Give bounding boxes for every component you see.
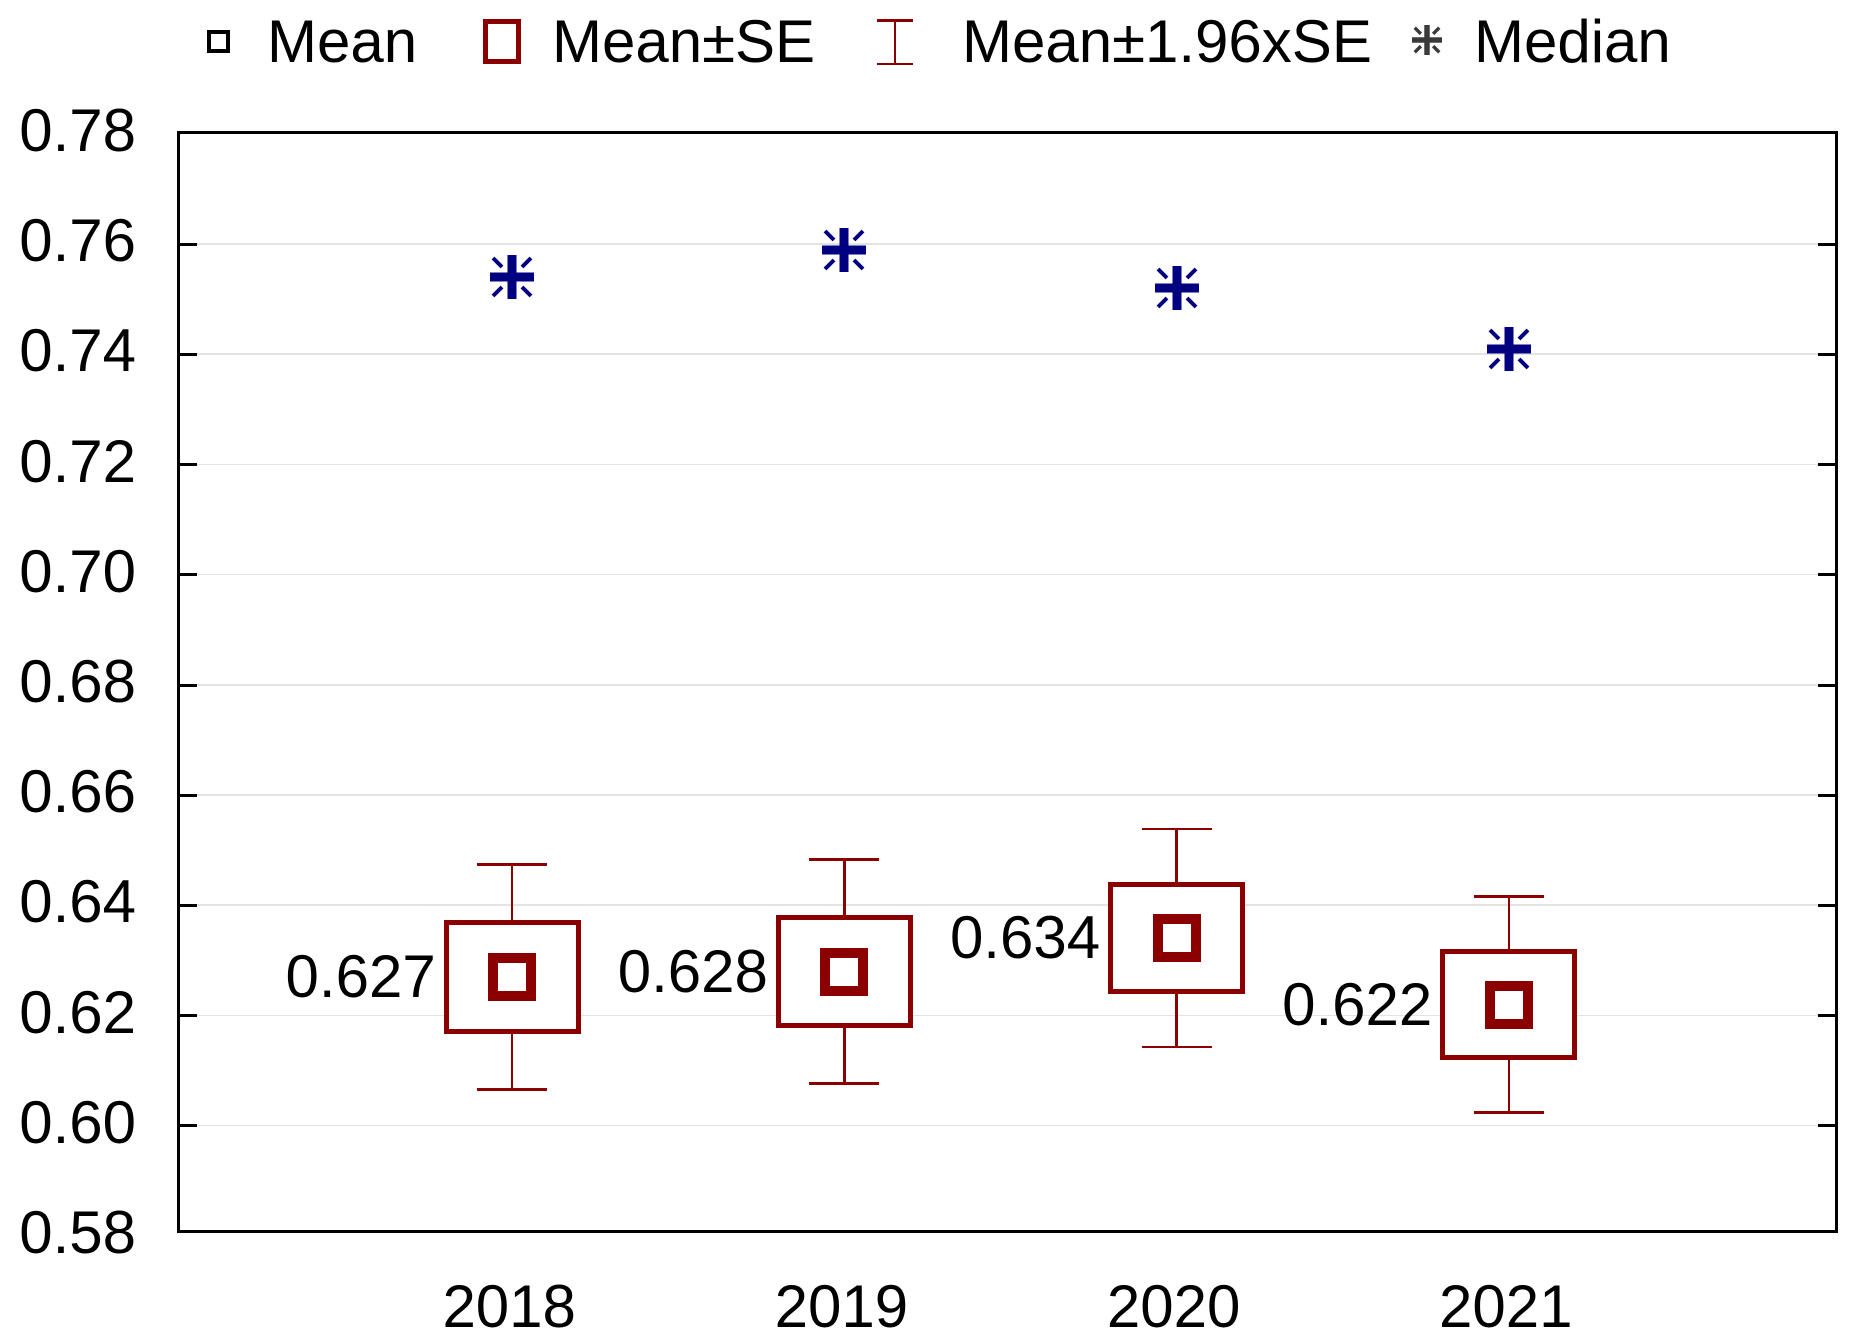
y-axis-label: 0.68	[19, 648, 136, 715]
y-axis-label: 0.78	[19, 97, 136, 164]
y-axis-label: 0.70	[19, 537, 136, 605]
legend-label-mean-196se: Mean±1.96xSE	[962, 8, 1372, 75]
y-axis-label: 0.74	[19, 317, 136, 385]
axis-tick	[1818, 242, 1835, 246]
median-marker	[1486, 326, 1531, 371]
whisker-cap	[1141, 1045, 1212, 1049]
median-marker	[490, 255, 535, 300]
whisker-cap	[1141, 827, 1212, 830]
value-label: 0.622	[1282, 970, 1433, 1038]
axis-tick	[1818, 352, 1835, 356]
gridline	[180, 463, 1835, 466]
axis-tick	[1818, 903, 1835, 907]
whisker-cap	[1473, 1111, 1544, 1114]
mean-marker	[1484, 980, 1533, 1029]
value-label: 0.628	[617, 937, 768, 1005]
x-axis-label: 2021	[1439, 1273, 1573, 1340]
axis-tick	[180, 903, 197, 907]
gridline	[180, 684, 1835, 686]
gridline	[180, 904, 1835, 906]
error-bar-marker-icon	[877, 19, 913, 65]
value-label: 0.627	[285, 943, 436, 1011]
gridline	[180, 1124, 1835, 1127]
axis-tick	[1818, 573, 1835, 577]
axis-tick	[180, 463, 197, 467]
axis-tick	[1818, 1014, 1835, 1018]
y-axis-label: 0.62	[19, 978, 136, 1046]
x-axis-label: 2018	[442, 1273, 576, 1340]
y-axis-label: 0.64	[19, 868, 136, 936]
y-axis-label: 0.66	[19, 758, 136, 826]
whisker-cap	[1473, 895, 1544, 898]
axis-tick	[1818, 683, 1835, 687]
legend-label-mean-se: Mean±SE	[552, 8, 816, 75]
value-label: 0.634	[949, 904, 1101, 972]
x-axis-label: 2020	[1106, 1273, 1241, 1340]
axis-tick	[180, 573, 197, 577]
median-marker	[1154, 266, 1199, 311]
y-axis-label: 0.76	[19, 207, 136, 275]
plot-area: 0.627 0.628 0.634 0.622	[177, 131, 1838, 1233]
y-axis-label: 0.58	[19, 1199, 136, 1266]
gridline	[180, 353, 1835, 355]
mean-se-box-marker-icon	[483, 19, 521, 64]
mean-open-square-marker-icon	[207, 30, 230, 53]
gridline	[180, 243, 1835, 245]
x-axis-label: 2019	[774, 1273, 909, 1340]
axis-tick	[180, 683, 197, 687]
axis-tick	[180, 352, 197, 356]
mean-marker	[488, 953, 537, 1002]
median-asterisk-marker-icon	[1412, 25, 1442, 60]
axis-tick	[180, 1014, 197, 1018]
gridline	[180, 794, 1835, 796]
y-axis-label: 0.60	[19, 1088, 136, 1156]
axis-tick	[1818, 793, 1835, 797]
whisker-cap	[809, 858, 880, 861]
legend-label-mean: Mean	[267, 8, 418, 75]
legend-label-median: Median	[1474, 8, 1671, 75]
y-axis-label: 0.72	[19, 427, 136, 495]
axis-tick	[1818, 463, 1835, 467]
axis-tick	[180, 793, 197, 797]
median-marker	[822, 227, 867, 272]
whisker-cap	[477, 1088, 548, 1091]
axis-tick	[1818, 1124, 1835, 1128]
axis-tick	[180, 1124, 197, 1128]
mean-marker	[1152, 914, 1201, 963]
whisker-cap	[477, 863, 548, 866]
axis-tick	[180, 242, 197, 246]
gridline	[180, 1014, 1835, 1017]
mean-marker	[820, 947, 869, 996]
gridline	[180, 573, 1835, 576]
whisker-cap	[809, 1082, 880, 1085]
